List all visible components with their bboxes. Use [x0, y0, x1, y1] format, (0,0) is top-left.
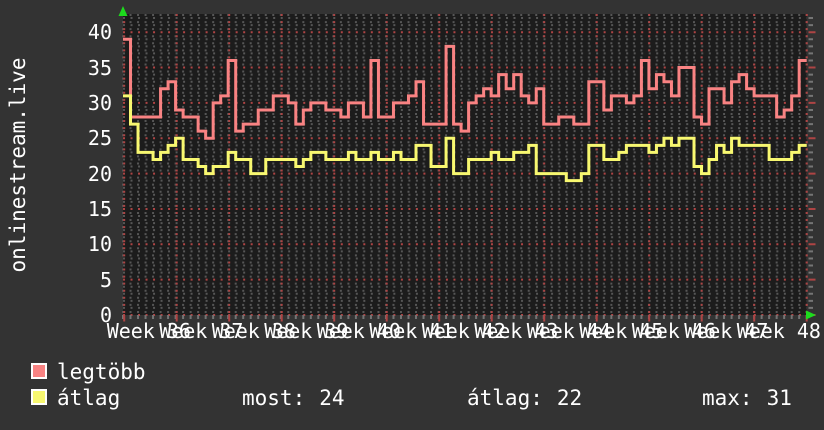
stat-max-label: max: — [702, 386, 753, 410]
x-week-label: Week 43 — [474, 319, 559, 343]
y-tick-label: 5 — [99, 267, 112, 292]
y-tick-label: 0 — [99, 303, 112, 327]
y-tick-label: 35 — [87, 55, 112, 80]
x-week-label: Week 45 — [579, 319, 664, 343]
stat-atlag: átlag: 22 — [467, 387, 582, 409]
y-tick-label: 10 — [87, 232, 112, 257]
x-week-label: Week 47 — [684, 319, 769, 343]
legend-swatch-atlag — [31, 389, 47, 405]
y-axis-title: onlinestream.live — [6, 57, 30, 273]
x-ticks-weekly — [123, 315, 808, 322]
x-week-label: Week 42 — [421, 319, 506, 343]
x-axis-arrow-icon — [806, 310, 816, 320]
y-axis-arrow-icon — [118, 6, 128, 16]
legend-label-atlag: átlag — [57, 386, 121, 410]
series-line-atlag — [123, 94, 807, 183]
stat-atlag-value: 22 — [556, 386, 583, 410]
x-week-label: Week 38 — [211, 319, 296, 343]
stat-most-value: 24 — [319, 386, 345, 410]
plot-background — [123, 14, 807, 315]
y-tick-label: 30 — [87, 90, 112, 115]
stat-atlag-label: átlag: — [467, 386, 543, 410]
stat-most: most: 24 — [242, 387, 345, 409]
stat-most-label: most: — [242, 386, 306, 410]
y-tick-label: 25 — [87, 126, 112, 151]
x-week-label: Week 41 — [369, 319, 454, 343]
x-week-label: Week 48 — [736, 319, 821, 343]
stat-max: max: 31 — [702, 387, 792, 409]
x-week-label: Week 36 — [106, 319, 191, 343]
y-tick-label: 40 — [87, 20, 112, 45]
x-week-label: Week 46 — [631, 319, 716, 343]
series-line-legtobb — [123, 37, 807, 140]
x-week-label: Week 44 — [526, 319, 611, 343]
y-tick-label: 15 — [87, 196, 112, 221]
x-week-label: Week 39 — [264, 319, 349, 343]
x-week-label: Week 37 — [159, 319, 244, 343]
stat-max-value: 31 — [766, 386, 792, 410]
legend-swatch-legtobb — [31, 363, 47, 379]
legend-label-legtobb: legtöbb — [57, 360, 146, 384]
y-right-ticks-minor — [808, 17, 813, 309]
y-tick-label: 20 — [87, 161, 112, 186]
x-ticks-daily — [122, 315, 808, 319]
x-week-label: Week 40 — [316, 319, 401, 343]
